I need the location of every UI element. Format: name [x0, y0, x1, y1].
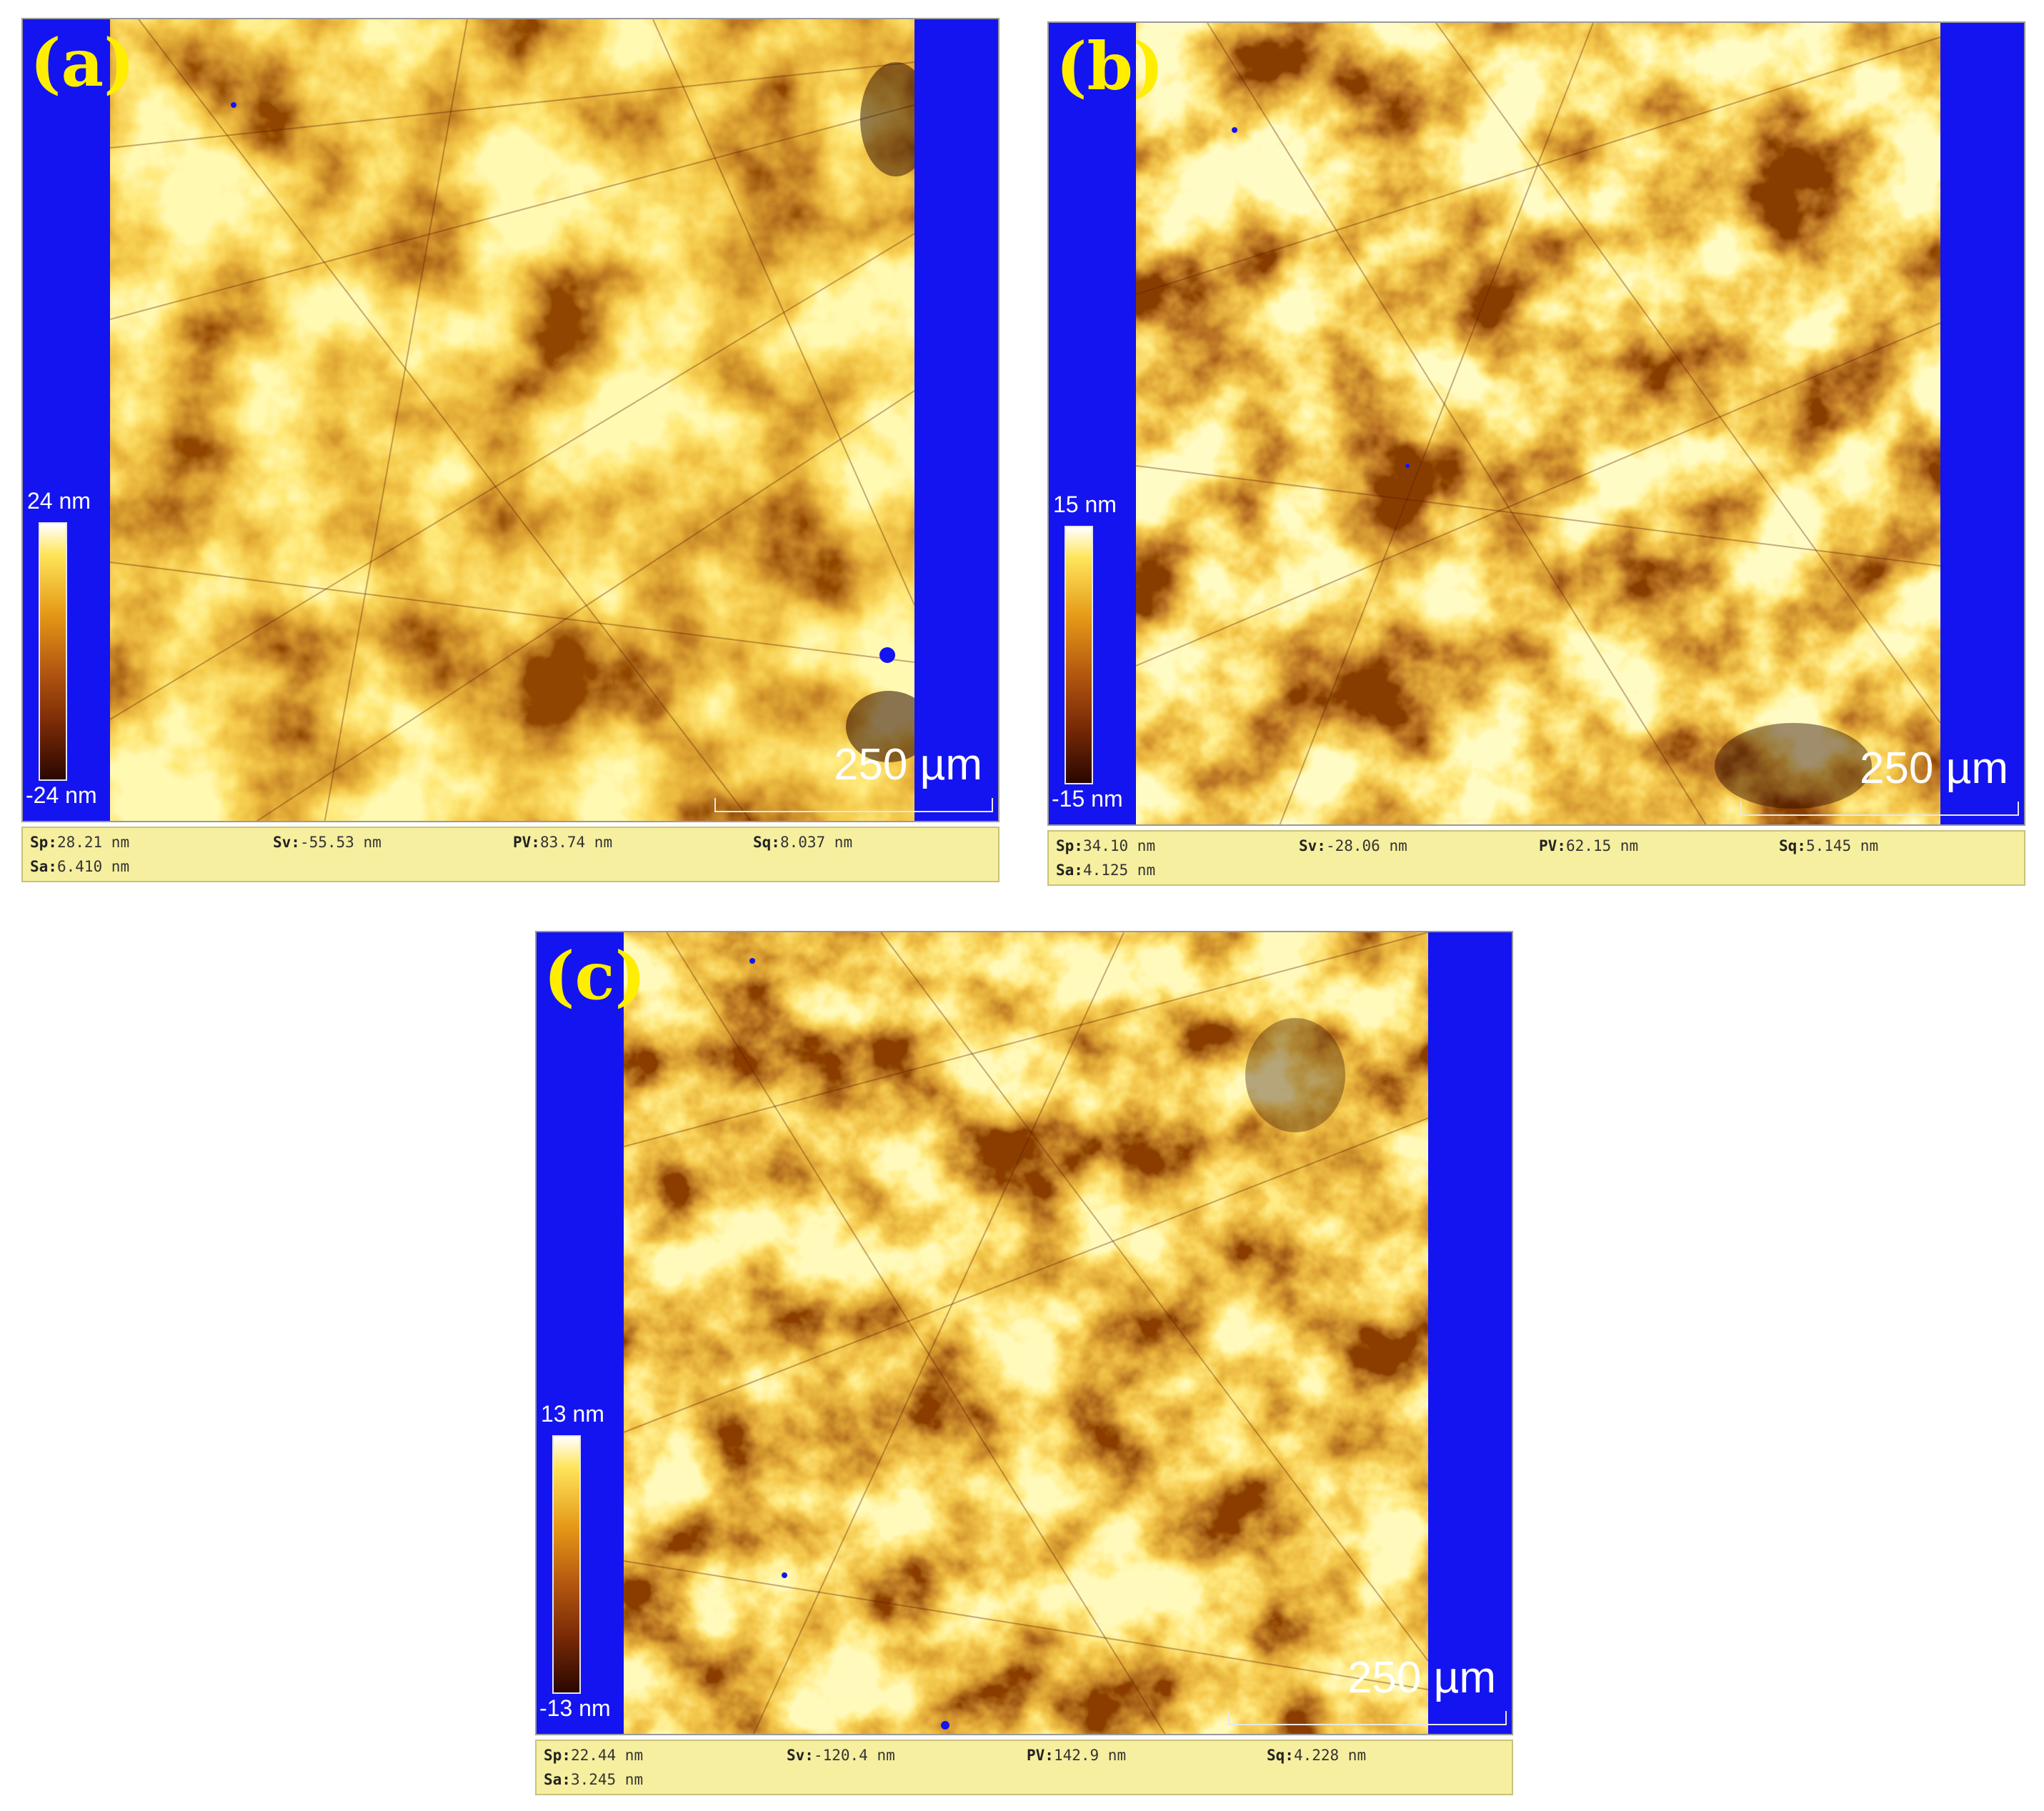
stat-pv: PV:142.9 nm: [1027, 1747, 1127, 1764]
afm-height-map: [624, 932, 1428, 1734]
stat-sp: Sp:28.21 nm: [30, 834, 130, 851]
afm-height-map: [1136, 23, 1940, 824]
panel-label: (b): [1056, 28, 1165, 105]
stat-sp: Sp:34.10 nm: [1056, 837, 1156, 854]
roughness-stats-bar: Sp:28.21 nm Sv:-55.53 nm PV:83.74 nm Sq:…: [21, 827, 999, 882]
stat-sv: Sv:-120.4 nm: [787, 1747, 895, 1764]
stat-sv: Sv:-55.53 nm: [273, 834, 382, 851]
stat-sp: Sp:22.44 nm: [544, 1747, 644, 1764]
scale-bar-tick: [1228, 1711, 1230, 1725]
stat-sv: Sv:-28.06 nm: [1299, 837, 1407, 854]
scale-bar-label: 250 µm: [1347, 1653, 1496, 1702]
afm-panel-b: (b) 15 nm -15 nm 250 µm Sp:34.10 nm Sv:-…: [1047, 21, 2025, 886]
stat-sq: Sq:4.228 nm: [1267, 1747, 1367, 1764]
stat-pv: PV:62.15 nm: [1539, 837, 1639, 854]
scale-bar-tick: [1740, 802, 1742, 816]
colorbar: [552, 1435, 581, 1694]
stat-sa: Sa:3.245 nm: [544, 1771, 644, 1788]
scale-bar: [714, 811, 993, 812]
scale-bar-tick: [992, 798, 993, 812]
colorbar: [1065, 526, 1093, 784]
colorbar-max-label: 15 nm: [1053, 492, 1117, 517]
afm-image-frame: (c) 13 nm -13 nm 250 µm: [535, 931, 1513, 1735]
colorbar-min-label: -13 nm: [539, 1695, 611, 1721]
roughness-stats-bar: Sp:34.10 nm Sv:-28.06 nm PV:62.15 nm Sq:…: [1047, 830, 2025, 886]
afm-panel-c: (c) 13 nm -13 nm 250 µm Sp:22.44 nm Sv:-…: [535, 931, 1513, 1795]
panel-label: (a): [30, 24, 135, 101]
colorbar: [39, 522, 67, 781]
afm-panel-a: (a) 24 nm -24 nm 250 µm Sp:28.21 nm Sv:-…: [21, 18, 999, 882]
scale-bar-label: 250 µm: [833, 740, 982, 789]
stat-sa: Sa:6.410 nm: [30, 858, 130, 875]
stat-sa: Sa:4.125 nm: [1056, 862, 1156, 879]
colorbar-max-label: 24 nm: [27, 488, 91, 514]
scale-bar-tick: [1505, 1711, 1507, 1725]
scale-bar-label: 250 µm: [1859, 744, 2008, 793]
colorbar-min-label: -15 nm: [1052, 786, 1123, 812]
afm-height-map: [110, 19, 914, 821]
colorbar-min-label: -24 nm: [26, 782, 97, 808]
colorbar-max-label: 13 nm: [541, 1401, 604, 1427]
afm-image-frame: (a) 24 nm -24 nm 250 µm: [21, 18, 999, 822]
stat-sq: Sq:5.145 nm: [1779, 837, 1879, 854]
scale-bar-tick: [714, 798, 716, 812]
scale-bar: [1228, 1724, 1507, 1725]
roughness-stats-bar: Sp:22.44 nm Sv:-120.4 nm PV:142.9 nm Sq:…: [535, 1740, 1513, 1795]
panel-label: (c): [544, 937, 647, 1014]
afm-image-frame: (b) 15 nm -15 nm 250 µm: [1047, 21, 2025, 826]
scale-bar-tick: [2018, 802, 2019, 816]
scale-bar: [1740, 814, 2019, 816]
stat-pv: PV:83.74 nm: [513, 834, 613, 851]
stat-sq: Sq:8.037 nm: [753, 834, 853, 851]
